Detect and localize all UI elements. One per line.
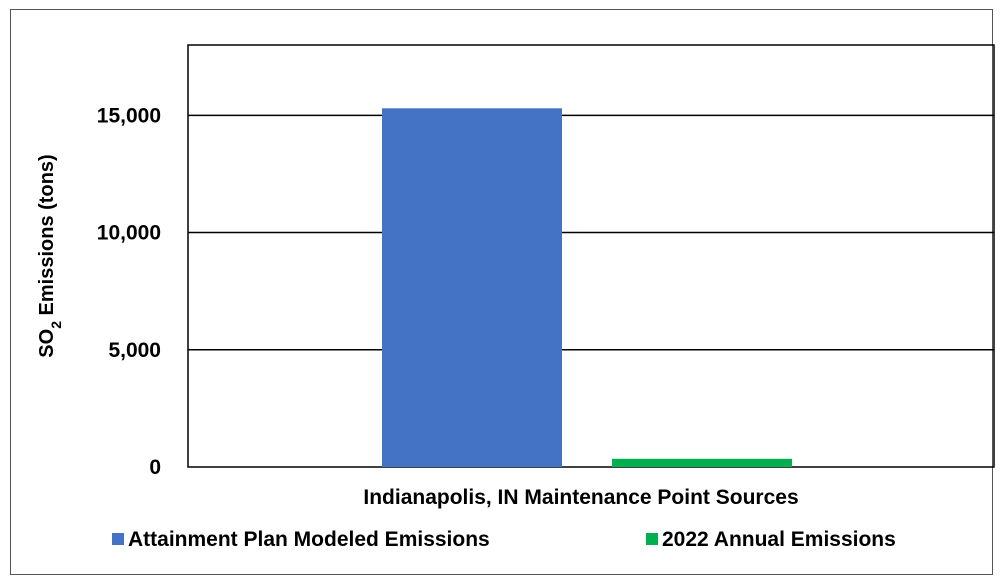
y-axis-title-subscript: 2 <box>48 321 64 329</box>
y-tick-label: 5,000 <box>108 339 161 362</box>
y-tick-label: 0 <box>149 456 161 479</box>
y-tick-label: 10,000 <box>97 222 161 245</box>
y-axis-title: SO2 Emissions (tons) <box>36 154 64 357</box>
y-tick-label: 15,000 <box>97 104 161 127</box>
bar-annual-2022 <box>612 458 792 467</box>
plot-area <box>187 44 995 468</box>
y-tick-labels: 0 5,000 10,000 15,000 <box>97 104 161 479</box>
gridlines <box>188 114 994 351</box>
legend-swatch <box>646 533 658 545</box>
y-axis-title-rest: Emissions (tons) <box>36 154 58 321</box>
legend-swatch <box>112 533 124 545</box>
legend-label: Attainment Plan Modeled Emissions <box>128 528 490 551</box>
y-axis-title-main: SO <box>36 329 58 358</box>
legend-label: 2022 Annual Emissions <box>662 528 896 551</box>
legend: Attainment Plan Modeled Emissions 2022 An… <box>112 528 896 551</box>
bar-attainment-plan <box>382 108 562 468</box>
x-category-label: Indianapolis, IN Maintenance Point Sourc… <box>363 486 798 509</box>
bars <box>382 108 792 468</box>
